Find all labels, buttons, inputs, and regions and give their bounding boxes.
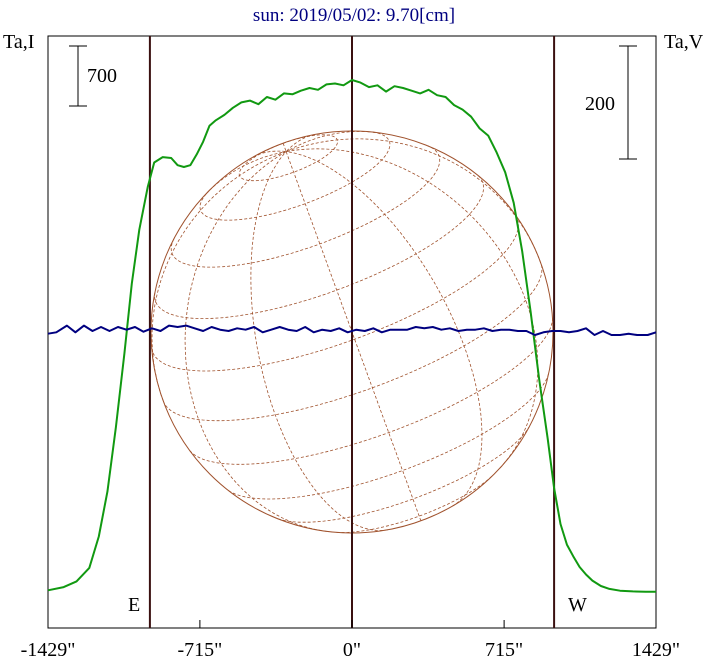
longitude-line — [151, 151, 287, 402]
longitude-line — [282, 143, 287, 152]
east-limb-label: E — [128, 594, 140, 616]
longitude-line — [286, 151, 483, 507]
chart-title: sun: 2019/05/02: 9.70[cm] — [253, 5, 455, 26]
right-axis-label: Ta,V — [664, 31, 704, 53]
latitude-line — [199, 131, 391, 221]
x-tick-label: 1429" — [632, 639, 680, 661]
data-series — [47, 79, 657, 593]
longitude-line — [286, 138, 542, 264]
longitude-line — [205, 151, 287, 195]
west-limb-label: W — [568, 594, 587, 616]
longitude-line — [286, 148, 539, 469]
latitude-line — [336, 474, 494, 533]
longitude-line — [285, 134, 315, 152]
longitude-line — [253, 150, 287, 158]
longitude-line — [286, 131, 375, 152]
polarization-series-line — [47, 324, 657, 336]
x-tick-label: 0" — [343, 639, 361, 661]
left-scale-bar — [69, 45, 87, 107]
latitude-line — [154, 174, 484, 319]
latitude-line — [228, 373, 549, 500]
x-tick-label: 715" — [485, 639, 523, 661]
longitude-line — [184, 151, 327, 532]
x-tick-label: -715" — [177, 639, 222, 661]
x-tick-label: -1429" — [21, 639, 76, 661]
latitude-line — [151, 214, 519, 372]
latitude-line — [277, 426, 530, 523]
longitude-line — [285, 151, 422, 521]
right-scale-bar-label: 200 — [585, 93, 615, 115]
longitude-line — [250, 151, 388, 531]
latitude-line — [189, 318, 553, 465]
left-axis-label: Ta,I — [3, 31, 34, 53]
latitude-line — [170, 145, 441, 268]
left-scale-bar-label: 700 — [87, 65, 117, 87]
x-axis-ticks: -1429" -715" 0" 715" 1429" — [21, 620, 680, 661]
right-scale-bar — [619, 45, 637, 160]
latitude-line — [162, 262, 543, 422]
intensity-series-line — [47, 79, 656, 593]
